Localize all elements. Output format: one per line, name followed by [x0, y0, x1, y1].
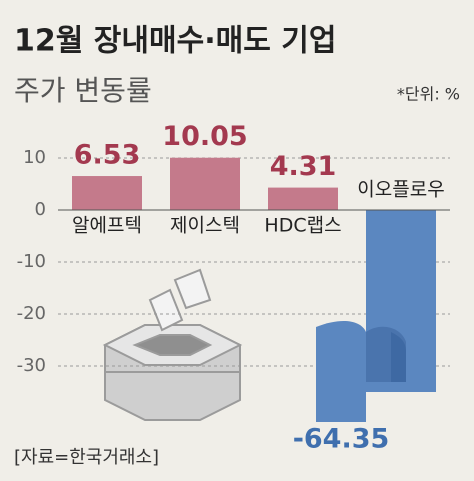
bar — [170, 157, 240, 210]
x-tick-label: 이오플로우 — [357, 179, 444, 201]
chart-title: 12월 장내매수·매도 기업 — [14, 24, 336, 59]
x-tick-label: 제이스텍 — [170, 215, 240, 237]
illustration — [102, 268, 243, 421]
chart-subtitle: 주가 변동률 — [14, 74, 152, 107]
source-note: [자료=한국거래소] — [14, 447, 159, 468]
x-tick-label: HDC랩스 — [264, 215, 341, 237]
x-tick-label: 알에프텍 — [72, 215, 142, 237]
value-label: 4.31 — [270, 151, 337, 182]
value-label: 6.53 — [74, 140, 141, 171]
bar-break — [391, 332, 406, 382]
y-tick-label: 10 — [23, 147, 46, 168]
bar-break — [316, 320, 366, 422]
value-label: -64.35 — [293, 424, 390, 455]
unit-note: *단위: % — [397, 85, 460, 104]
value-label: 10.05 — [162, 121, 247, 152]
bar — [72, 176, 142, 210]
y-tick-label: 0 — [35, 199, 46, 220]
y-tick-label: -10 — [17, 251, 46, 272]
y-tick-label: -30 — [17, 355, 46, 376]
bar — [268, 187, 338, 210]
y-tick-label: -20 — [17, 303, 46, 324]
